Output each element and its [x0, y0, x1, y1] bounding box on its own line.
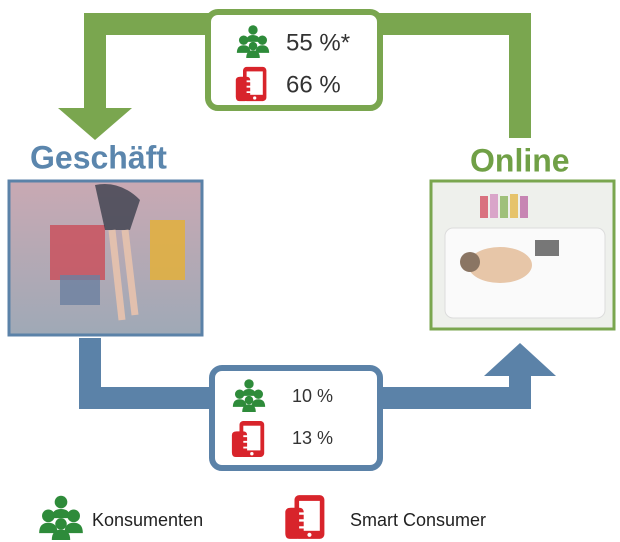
- consumer-share: 10 %: [292, 386, 333, 406]
- online-photo: [429, 179, 616, 331]
- store-label: Geschäft: [30, 139, 167, 175]
- online-label: Online: [470, 142, 570, 178]
- consumer-share: 55 %*: [286, 29, 350, 56]
- smart-consumer-share: 13 %: [292, 428, 333, 448]
- arrowhead: [484, 343, 556, 376]
- legend-smart-consumer: Smart Consumer: [350, 510, 486, 530]
- legend-consumer: Konsumenten: [92, 510, 203, 530]
- store-photo: [7, 179, 204, 337]
- arrowhead: [58, 108, 132, 140]
- smart-consumer-share: 66 %: [286, 71, 341, 98]
- legend-smart-consumer-icon: [284, 494, 326, 540]
- legend-consumer-icon: [39, 495, 83, 540]
